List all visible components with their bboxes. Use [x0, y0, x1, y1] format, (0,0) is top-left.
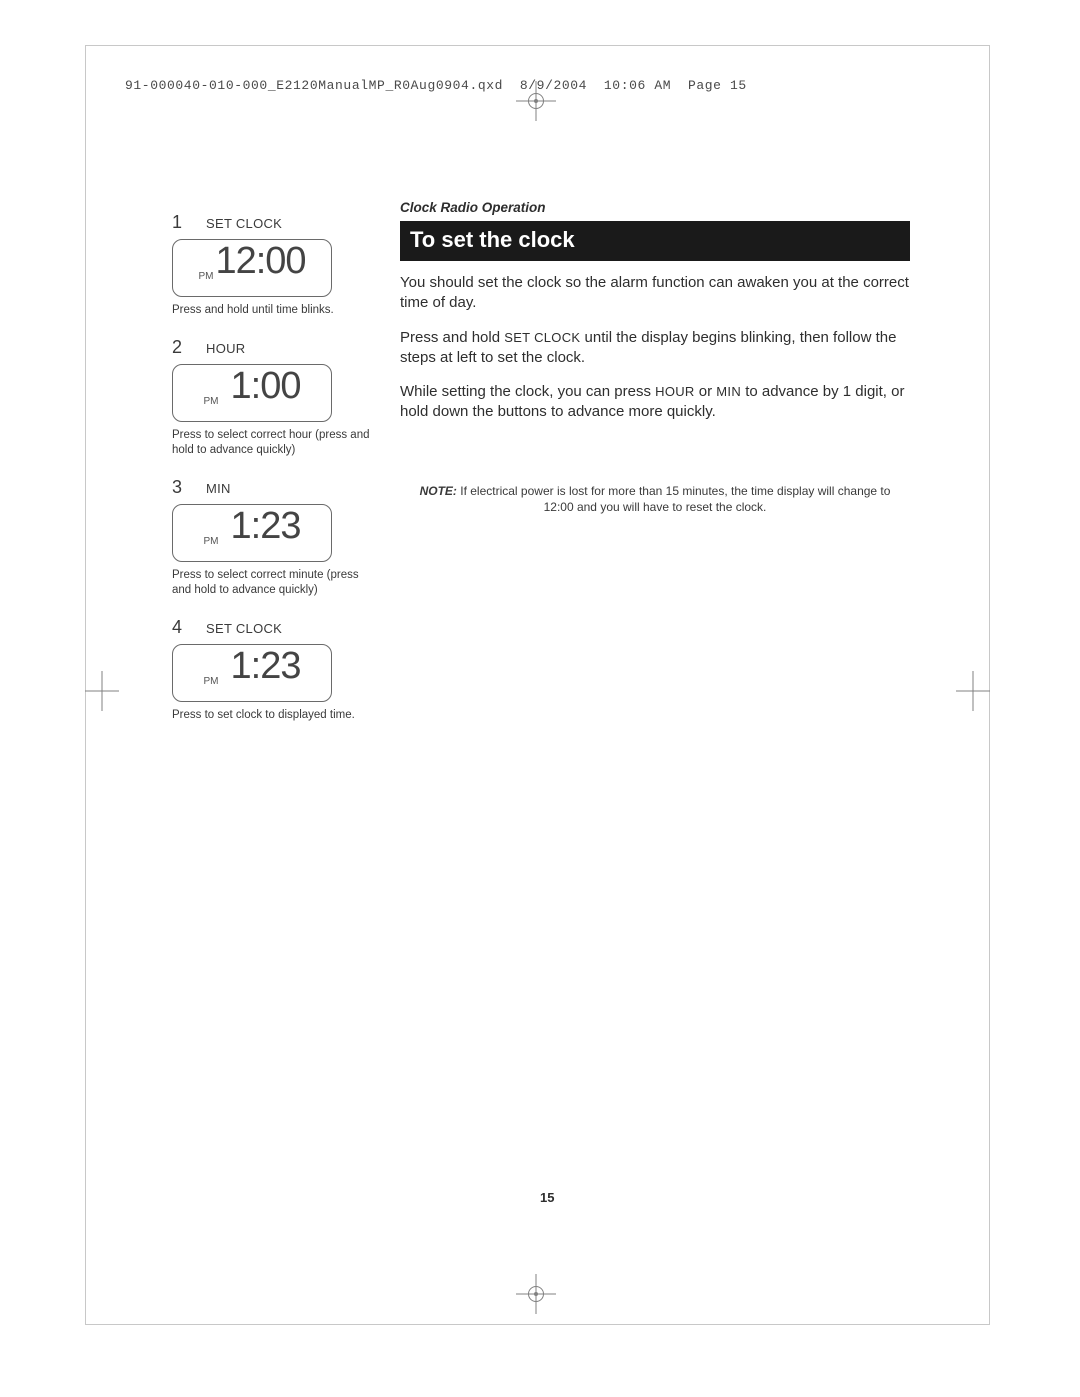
step-number: 4	[172, 617, 186, 638]
body-paragraph-2: Press and hold SET CLOCK until the displ…	[400, 328, 910, 369]
step-2: 2 HOUR PM 1:00 Press to select correct h…	[172, 337, 372, 459]
header-file-info: 91-000040-010-000_E2120ManualMP_R0Aug090…	[125, 78, 747, 93]
note-block: NOTE: If electrical power is lost for mo…	[400, 483, 910, 517]
p2-part-a: Press and hold	[400, 329, 504, 346]
step-1: 1 SET CLOCK PM 12:00 Press and hold unti…	[172, 212, 372, 319]
lcd-display: PM 1:23	[172, 504, 332, 562]
body-column: Clock Radio Operation To set the clock Y…	[400, 200, 910, 516]
note-label: NOTE:	[420, 484, 457, 498]
step-caption: Press to select correct minute (press an…	[172, 568, 372, 599]
lcd-ampm: PM	[204, 536, 219, 547]
step-number: 1	[172, 212, 186, 233]
header-page: Page 15	[688, 78, 747, 93]
section-overline: Clock Radio Operation	[400, 200, 910, 215]
lcd-time: 12:00	[215, 240, 305, 283]
step-caption: Press to set clock to displayed time.	[172, 708, 372, 724]
step-label: SET CLOCK	[206, 621, 282, 636]
lcd-ampm: PM	[204, 396, 219, 407]
lcd-ampm: PM	[204, 676, 219, 687]
steps-column: 1 SET CLOCK PM 12:00 Press and hold unti…	[172, 212, 372, 741]
lcd-display: PM 1:00	[172, 364, 332, 422]
p3-key1: HOUR	[655, 384, 694, 399]
p3-part-a: While setting the clock, you can press	[400, 383, 655, 400]
step-3: 3 MIN PM 1:23 Press to select correct mi…	[172, 477, 372, 599]
p3-key2: MIN	[716, 384, 741, 399]
lcd-display: PM 12:00	[172, 239, 332, 297]
lcd-ampm: PM	[198, 271, 213, 282]
step-label: MIN	[206, 481, 231, 496]
header-time: 10:06 AM	[604, 78, 671, 93]
body-paragraph-1: You should set the clock so the alarm fu…	[400, 273, 910, 314]
page-number: 15	[540, 1190, 554, 1292]
crop-mark-right	[956, 671, 990, 711]
step-number: 3	[172, 477, 186, 498]
step-caption: Press to select correct hour (press and …	[172, 428, 372, 459]
step-4: 4 SET CLOCK PM 1:23 Press to set clock t…	[172, 617, 372, 724]
step-label: HOUR	[206, 341, 245, 356]
step-label: SET CLOCK	[206, 216, 282, 231]
step-number: 2	[172, 337, 186, 358]
body-paragraph-3: While setting the clock, you can press H…	[400, 382, 910, 423]
lcd-display: PM 1:23	[172, 644, 332, 702]
lcd-time: 1:00	[231, 365, 301, 408]
lcd-time: 1:23	[231, 505, 301, 548]
header-date: 8/9/2004	[520, 78, 587, 93]
section-heading: To set the clock	[400, 221, 910, 261]
header-filepath: 91-000040-010-000_E2120ManualMP_R0Aug090…	[125, 78, 503, 93]
step-caption: Press and hold until time blinks.	[172, 303, 372, 319]
lcd-time: 1:23	[231, 645, 301, 688]
crop-mark-left	[85, 671, 119, 711]
note-body: If electrical power is lost for more tha…	[457, 484, 891, 515]
p3-mid: or	[695, 383, 717, 400]
p2-key: SET CLOCK	[504, 330, 580, 345]
